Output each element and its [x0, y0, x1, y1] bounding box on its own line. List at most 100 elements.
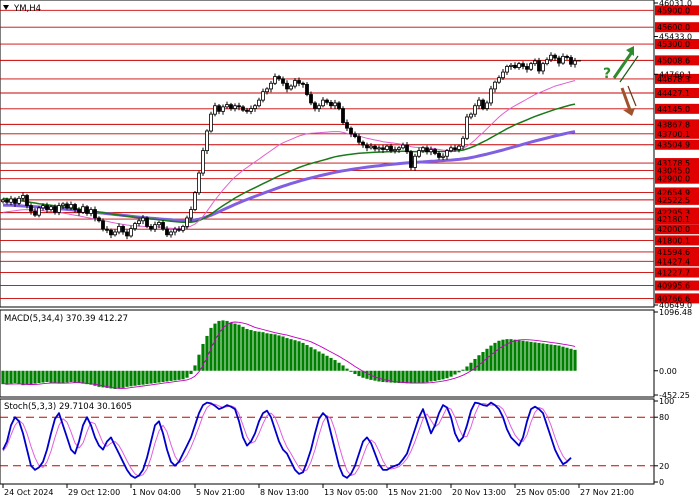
level-label: 41227.7 — [657, 269, 690, 278]
candle-body — [433, 149, 437, 154]
candle-body — [237, 105, 241, 108]
stochastic-axis-label: 100 — [659, 397, 674, 406]
candle-body — [161, 222, 165, 230]
time-axis-label: 13 Nov 05:00 — [324, 488, 378, 497]
macd-bar — [153, 370, 157, 384]
candle-body — [1, 199, 5, 203]
macd-bar — [89, 370, 93, 385]
arrow-up-right-icon — [612, 46, 639, 83]
macd-bar — [477, 355, 481, 371]
level-label: 43178.5 — [657, 159, 690, 168]
level-label-box — [655, 103, 699, 114]
macd-bar — [529, 341, 533, 371]
candle-body — [301, 82, 305, 85]
macd-bar — [537, 342, 541, 371]
macd-bar — [137, 370, 141, 386]
time-axis-label: 29 Oct 12:00 — [68, 488, 120, 497]
candle-body — [513, 64, 517, 68]
candle-body — [209, 113, 213, 132]
level-label: 42000.0 — [657, 225, 690, 234]
stochastic-lines — [2, 401, 572, 479]
macd-bar — [381, 370, 385, 383]
macd-bar — [325, 355, 329, 371]
candle-body — [309, 94, 313, 104]
candle-body — [37, 207, 41, 216]
candle-body — [525, 66, 529, 70]
macd-bar — [233, 323, 237, 371]
stochastic-axis: 100 80 20 0 — [654, 397, 674, 487]
macd-bar — [405, 370, 409, 384]
candle-body — [97, 217, 101, 222]
candle-body — [25, 195, 29, 207]
macd-bar — [457, 370, 461, 373]
macd-bar — [165, 370, 169, 382]
macd-bar — [433, 370, 437, 381]
candle-body — [557, 57, 561, 64]
candle-body — [289, 85, 293, 90]
macd-bar — [257, 331, 261, 371]
candle-body — [249, 108, 253, 112]
candle-body — [13, 198, 17, 204]
candle-body — [89, 209, 93, 214]
macd-bar — [105, 370, 109, 388]
candle-body — [129, 228, 133, 237]
stochastic-axis-label: 20 — [659, 462, 669, 471]
candle-body — [505, 66, 509, 73]
level-label: 42522.5 — [657, 196, 690, 205]
macd-bar — [17, 370, 21, 385]
macd-bar — [389, 370, 393, 383]
candle-body — [465, 116, 469, 139]
price-panel-frame — [0, 0, 655, 308]
level-label-box — [655, 256, 699, 267]
candle-body — [197, 172, 201, 194]
candle-body — [265, 88, 269, 93]
candle-body — [409, 151, 413, 168]
macd-bar — [25, 370, 29, 385]
candle-body — [377, 147, 381, 150]
candle-body — [17, 197, 21, 204]
stochastic-axis-label: 80 — [659, 413, 669, 422]
level-label-box — [655, 194, 699, 205]
candle-body — [45, 205, 49, 210]
candle-body — [65, 203, 69, 209]
candle-body — [181, 225, 185, 231]
candle-body — [493, 81, 497, 90]
candle-body — [157, 222, 161, 226]
candle-body — [445, 150, 449, 157]
level-label: 43700.1 — [657, 130, 690, 139]
candle-body — [53, 206, 57, 213]
candle-body — [273, 76, 277, 84]
macd-bar — [289, 339, 293, 371]
macd-bar — [385, 370, 389, 383]
forecast-question-mark: ? — [603, 66, 611, 82]
candle-body — [137, 220, 141, 224]
macd-bar — [541, 343, 545, 371]
macd-bar — [553, 345, 557, 371]
macd-bar — [293, 340, 297, 371]
level-label-box — [655, 214, 699, 225]
candle-body — [429, 149, 433, 153]
macd-bar — [225, 320, 229, 371]
candle-body — [57, 205, 61, 213]
macd-bar — [97, 370, 101, 387]
candle-body — [69, 204, 73, 209]
candle-body — [565, 55, 569, 58]
candle-body — [545, 59, 549, 65]
candle-body — [369, 145, 373, 149]
candle-body — [21, 195, 25, 199]
macd-bar — [561, 346, 565, 371]
time-axis-label: 5 Nov 21:00 — [196, 488, 245, 497]
time-axis-label: 1 Nov 04:00 — [132, 488, 181, 497]
level-label: 40995.6 — [657, 282, 690, 291]
macd-bar — [217, 320, 221, 371]
macd-bar — [565, 347, 569, 371]
macd-bar — [277, 335, 281, 371]
macd-bar — [429, 370, 433, 382]
time-axis-label: 25 Nov 05:00 — [516, 488, 570, 497]
macd-bar — [37, 370, 41, 384]
macd-bar — [569, 348, 573, 371]
candle-body — [221, 106, 225, 112]
macd-bar — [185, 370, 189, 378]
level-label: 42654.9 — [657, 188, 690, 197]
macd-bar — [121, 370, 125, 388]
